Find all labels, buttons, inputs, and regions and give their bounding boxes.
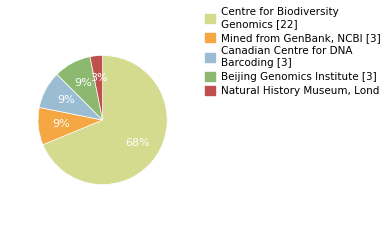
Text: 9%: 9% <box>74 78 92 88</box>
Wedge shape <box>90 55 103 120</box>
Wedge shape <box>43 55 167 185</box>
Legend: Centre for Biodiversity
Genomics [22], Mined from GenBank, NCBI [3], Canadian Ce: Centre for Biodiversity Genomics [22], M… <box>203 5 380 98</box>
Text: 9%: 9% <box>57 95 74 105</box>
Text: 68%: 68% <box>125 138 150 148</box>
Text: 3%: 3% <box>90 73 107 84</box>
Wedge shape <box>57 57 103 120</box>
Text: 9%: 9% <box>52 119 70 129</box>
Wedge shape <box>38 107 103 145</box>
Wedge shape <box>39 74 103 120</box>
